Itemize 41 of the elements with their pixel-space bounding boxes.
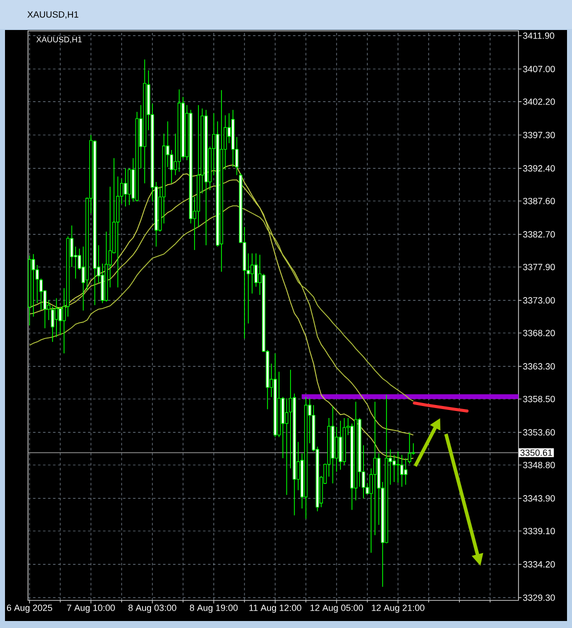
candlestick [254,252,258,288]
x-tick-label: 12 Aug 05:00 [310,604,363,613]
y-tick-label: 3397.30 [523,132,555,138]
y-tick-label: 3387.60 [523,198,555,204]
chart-title: XAUUSD,H1 [27,11,78,19]
y-tick-label: 3339.10 [523,528,555,534]
x-tick-label: 12 Aug 21:00 [372,604,424,613]
y-tick-label: 3343.90 [523,495,555,502]
x-tick-label: 8 Aug 03:00 [128,604,176,613]
candlestick [32,254,36,318]
y-tick-label: 3377.90 [523,264,555,270]
candlestick [170,150,174,184]
y-tick-label: 3363.30 [523,363,555,370]
y-tick-label: 3334.20 [523,561,555,568]
candlestick [404,458,408,486]
y-tick-label: 3348.80 [523,462,555,468]
y-tick-label: 3358.50 [523,396,555,402]
candlestick [392,454,396,482]
y-tick-label: 3411.90 [523,32,554,39]
x-tick-label: 8 Aug 19:00 [190,604,238,613]
candlestick [334,426,338,472]
x-tick-label: 6 Aug 2025 [6,604,52,613]
x-tick-label: 7 Aug 10:00 [67,604,115,613]
candlestick [250,252,254,294]
y-tick-label: 3329.30 [523,594,555,601]
ref-line-label: 3350.61 [520,450,552,456]
y-tick-label: 3353.60 [523,429,555,436]
y-tick-label: 3368.20 [523,330,555,336]
x-tick-label: 11 Aug 12:00 [249,604,302,613]
candlestick [396,450,400,484]
y-tick-label: 3402.20 [523,98,555,105]
y-tick-label: 3373.00 [523,297,555,304]
text: XAUUSD,H1 [36,36,82,44]
y-tick-label: 3392.40 [523,165,555,172]
y-tick-label: 3382.70 [523,231,555,238]
candlestick [124,168,128,207]
candlestick [50,306,54,342]
y-tick-label: 3407.00 [523,66,555,72]
candlestick [408,432,412,464]
candlestick [400,454,404,488]
candlestick [373,401,377,536]
